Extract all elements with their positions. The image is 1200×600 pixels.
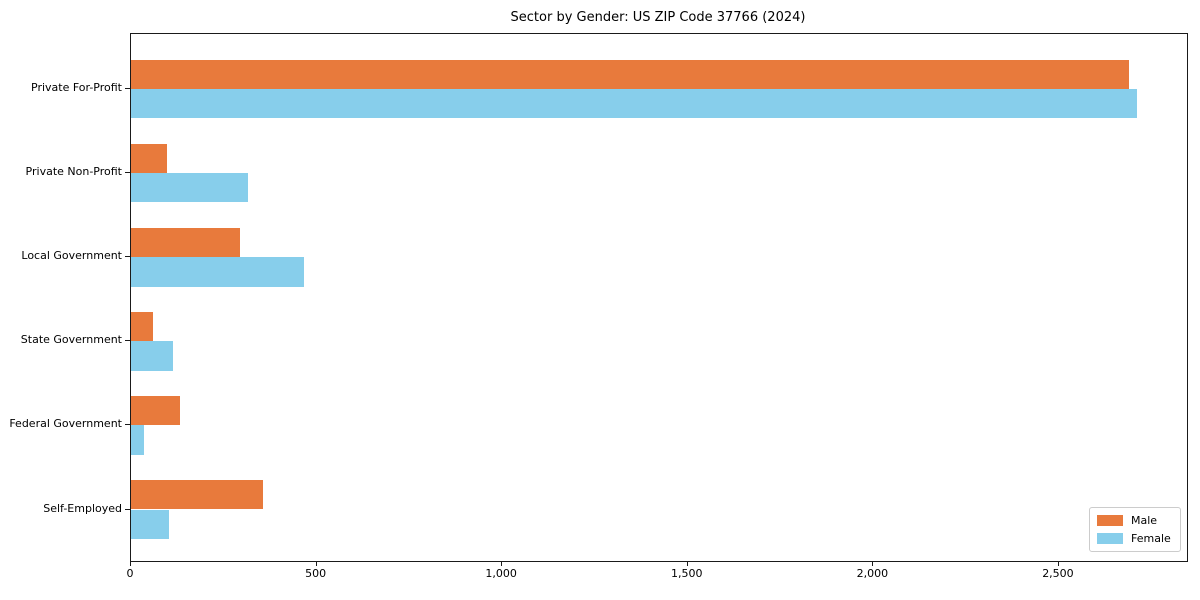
bar-male-private-non-profit bbox=[131, 143, 167, 174]
y-tick-mark bbox=[125, 256, 130, 258]
bar-male-self-employed bbox=[131, 480, 263, 510]
bar-female-state-government bbox=[131, 341, 173, 371]
bar-female-local-government bbox=[131, 257, 304, 287]
legend-item-male: Male bbox=[1097, 514, 1171, 527]
y-axis-label-self-employed: Self-Employed bbox=[43, 501, 122, 515]
bar-female-federal-government bbox=[131, 425, 145, 455]
y-axis-label-private-non-profit: Private Non-Profit bbox=[25, 165, 122, 179]
x-tick-mark bbox=[686, 561, 688, 566]
y-tick-mark bbox=[125, 88, 130, 89]
y-axis-label-federal-government: Federal Government bbox=[9, 417, 122, 431]
y-tick-mark bbox=[125, 424, 130, 426]
x-tick-label-2500: 2,500 bbox=[1042, 567, 1074, 580]
x-tick-label-500: 500 bbox=[305, 567, 327, 580]
y-axis-label-state-government: State Government bbox=[20, 333, 122, 347]
x-tick-mark bbox=[1057, 561, 1059, 566]
legend: Male Female bbox=[1089, 507, 1181, 552]
y-tick-mark bbox=[125, 340, 130, 342]
x-tick-mark bbox=[130, 561, 131, 566]
bar-female-private-non-profit bbox=[131, 173, 248, 203]
x-tick-label-2000: 2,000 bbox=[856, 567, 889, 580]
plot-area bbox=[130, 33, 1188, 562]
legend-label-female: Female bbox=[1131, 532, 1171, 545]
bar-male-federal-government bbox=[131, 396, 181, 426]
bar-female-self-employed bbox=[131, 509, 170, 539]
y-axis-label-local-government: Local Government bbox=[21, 249, 122, 263]
x-tick-label-0: 0 bbox=[126, 567, 134, 580]
y-tick-mark bbox=[125, 508, 130, 510]
x-tick-mark bbox=[315, 561, 317, 566]
bar-male-private-for-profit bbox=[131, 59, 1130, 89]
x-tick-label-1000: 1,000 bbox=[485, 567, 517, 580]
female-swatch-icon bbox=[1097, 533, 1123, 544]
y-axis-label-private-for-profit: Private For-Profit bbox=[31, 81, 122, 94]
legend-label-male: Male bbox=[1131, 514, 1158, 527]
legend-item-female: Female bbox=[1097, 532, 1171, 545]
bar-male-state-government bbox=[131, 311, 154, 342]
bar-female-private-for-profit bbox=[131, 89, 1137, 119]
y-tick-mark bbox=[125, 172, 130, 174]
x-tick-label-1500: 1,500 bbox=[671, 567, 703, 580]
chart-title: Sector by Gender: US ZIP Code 37766 (202… bbox=[510, 10, 806, 25]
bar-male-local-government bbox=[131, 227, 241, 258]
male-swatch-icon bbox=[1097, 515, 1123, 526]
x-tick-mark bbox=[501, 561, 503, 566]
x-tick-mark bbox=[872, 561, 874, 566]
